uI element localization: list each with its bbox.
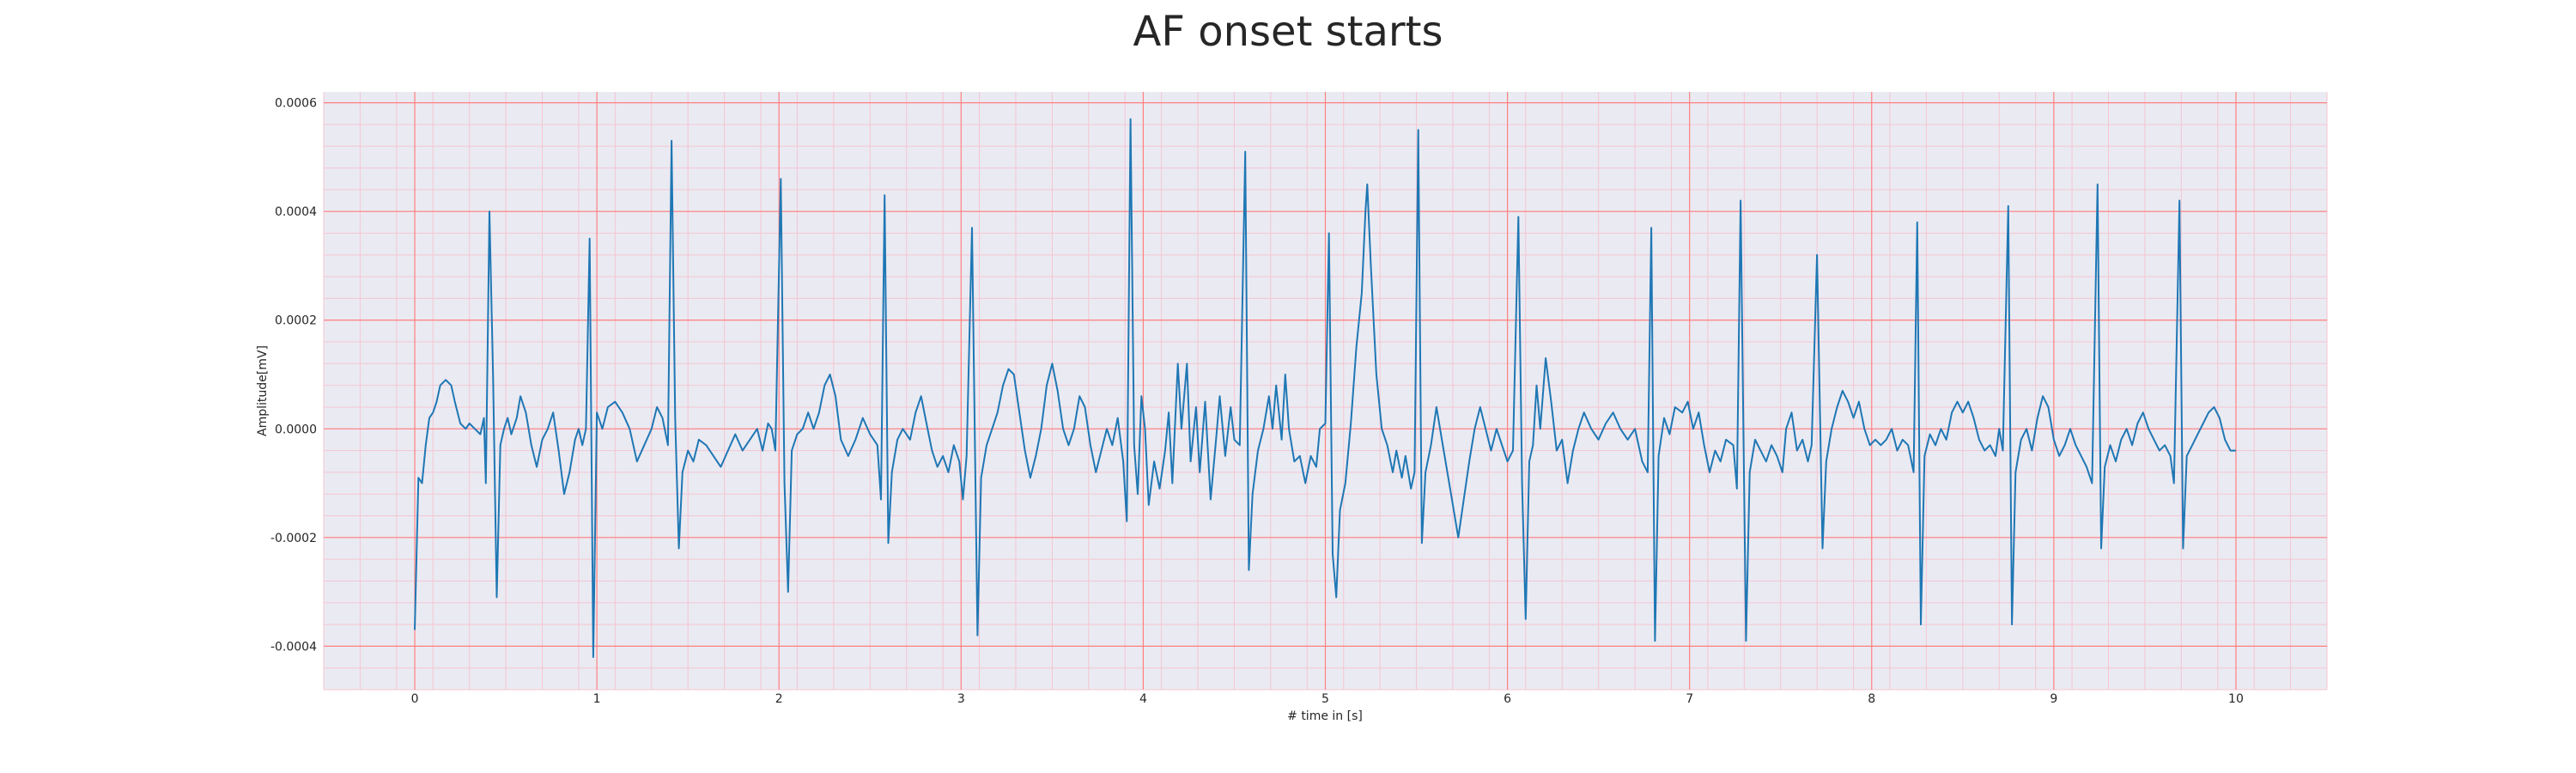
y-tick-label: 0.0002 bbox=[275, 314, 317, 328]
x-tick-label: 6 bbox=[1504, 692, 1511, 706]
y-axis-label: Amplitude[mV] bbox=[256, 345, 270, 436]
y-tick-labels: -0.0004 -0.0002 0.0000 0.0002 0.0004 0.0006 bbox=[270, 97, 317, 654]
ecg-series-line bbox=[414, 118, 2236, 658]
x-tick-label: 5 bbox=[1321, 692, 1329, 706]
y-tick-label: 0.0004 bbox=[275, 205, 317, 219]
x-tick-label: 3 bbox=[957, 692, 965, 706]
y-tick-label: -0.0002 bbox=[270, 532, 317, 545]
x-tick-label: 1 bbox=[593, 692, 601, 706]
x-tick-label: 9 bbox=[2050, 692, 2057, 706]
y-tick-label: 0.0000 bbox=[275, 423, 317, 436]
chart-title: AF onset starts bbox=[1133, 8, 1443, 56]
y-tick-label: -0.0004 bbox=[270, 640, 317, 654]
y-tick-label: 0.0006 bbox=[275, 97, 317, 111]
x-axis-label: # time in [s] bbox=[1287, 709, 1363, 723]
x-tick-labels: 0 1 2 3 4 5 6 7 8 9 10 bbox=[411, 692, 2244, 706]
x-tick-label: 4 bbox=[1139, 692, 1147, 706]
x-tick-label: 2 bbox=[775, 692, 783, 706]
x-tick-label: 0 bbox=[411, 692, 419, 706]
x-tick-label: 7 bbox=[1686, 692, 1693, 706]
x-tick-label: 8 bbox=[1868, 692, 1875, 706]
x-tick-label: 10 bbox=[2228, 692, 2244, 706]
major-grid bbox=[324, 92, 2327, 690]
